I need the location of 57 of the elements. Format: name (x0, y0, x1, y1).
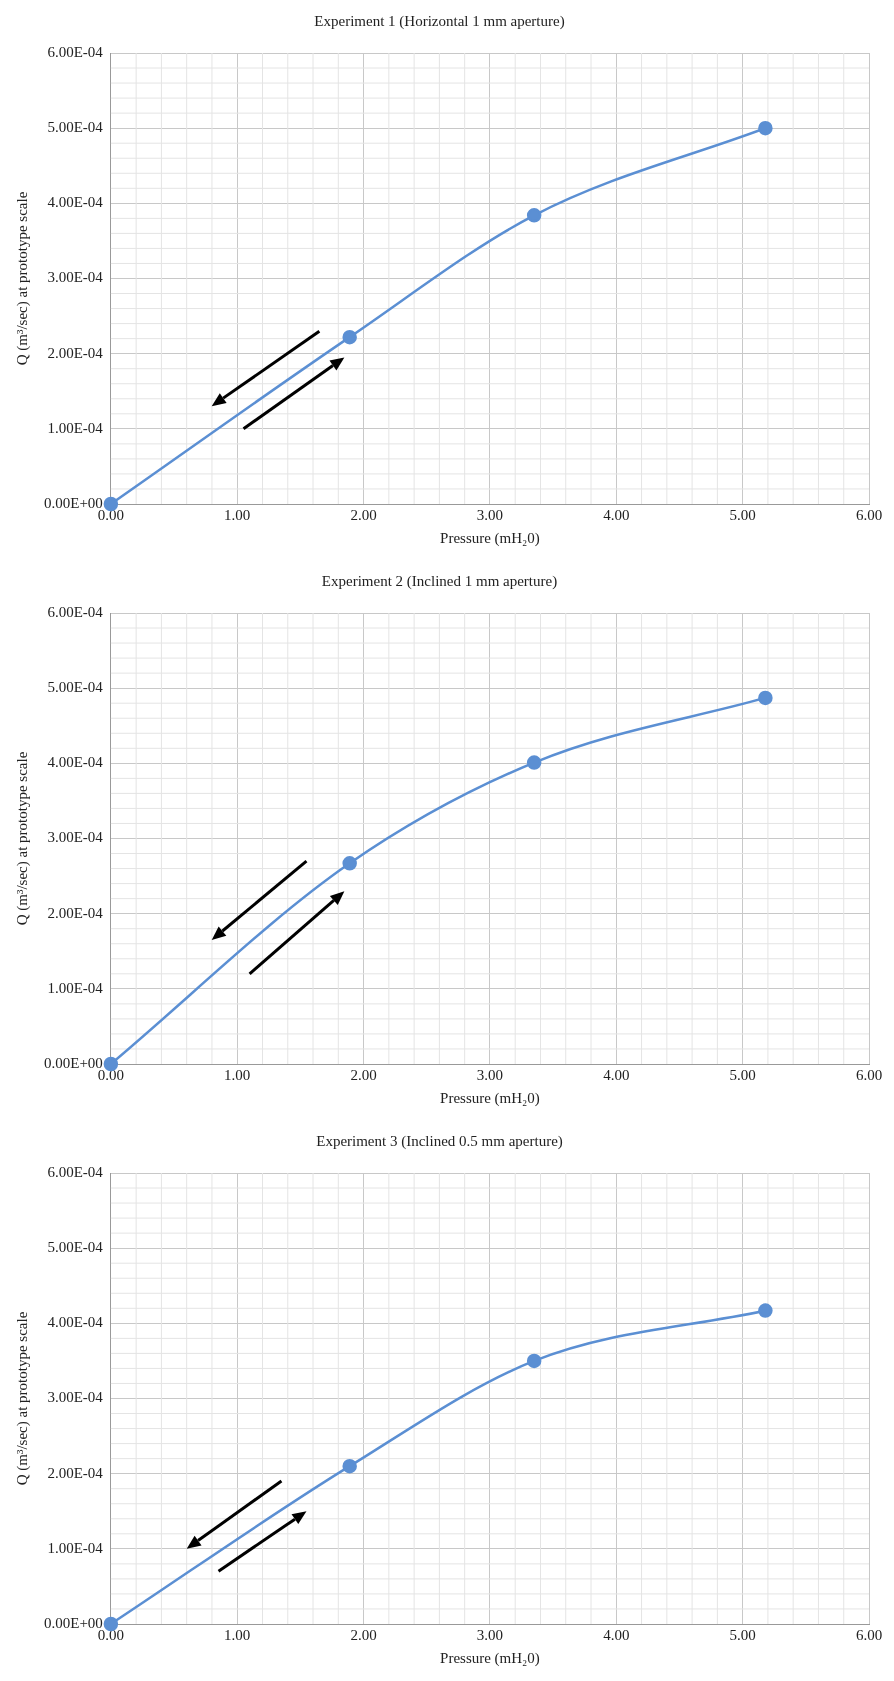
y-axis-title: Q (m³/sec) at prototype scale (13, 751, 31, 926)
point (526, 1353, 542, 1369)
y-tick-label: 0.00E+00 (44, 494, 103, 511)
x-tick-label: 2.00 (350, 1626, 377, 1643)
y-tick-label: 0.00E+00 (44, 1614, 103, 1631)
x-tick-label: 2.00 (350, 1066, 377, 1083)
x-tick-label: 5.00 (729, 506, 756, 523)
x-tick-label: 3.00 (476, 506, 504, 523)
x-tick-label: 4.00 (603, 1626, 630, 1643)
y-tick-label: 3.00E-04 (47, 829, 104, 846)
x-tick-label: 6.00 (855, 1626, 883, 1643)
x-axis-title: Pressure (mH₂0) (440, 529, 540, 547)
point (758, 120, 773, 136)
y-tick-label: 1.00E-04 (47, 979, 104, 996)
y-tick-label: 3.00E-04 (47, 1389, 104, 1406)
point (758, 1303, 773, 1318)
point (342, 1458, 357, 1474)
point (342, 329, 357, 345)
x-tick-label: 6.00 (855, 1066, 883, 1083)
y-tick-label: 2.00E-04 (47, 1464, 104, 1481)
x-tick-label: 5.00 (729, 1626, 756, 1643)
point (342, 856, 357, 871)
y-tick-label: 6.00E-04 (47, 1163, 104, 1180)
y-tick-label: 0.00E+00 (44, 1054, 103, 1071)
point (526, 208, 542, 223)
y-tick-label: 1.00E-04 (47, 419, 104, 436)
y-tick-label: 5.00E-04 (47, 679, 104, 696)
x-tick-label: 2.00 (350, 506, 377, 523)
x-tick-label: 6.00 (855, 506, 883, 523)
x-tick-label: 1.00 (224, 506, 251, 523)
y-tick-label: 5.00E-04 (47, 119, 104, 136)
x-tick-label: 4.00 (603, 506, 630, 523)
y-tick-label: 6.00E-04 (47, 43, 104, 60)
chart-title: Experiment 2 (Inclined 1 mm aperture) (321, 572, 558, 590)
y-tick-label: 4.00E-04 (47, 754, 104, 771)
y-tick-label: 4.00E-04 (47, 194, 104, 211)
y-tick-label: 5.00E-04 (47, 1239, 104, 1256)
x-tick-label: 5.00 (729, 1066, 756, 1083)
y-tick-label: 6.00E-04 (47, 603, 104, 620)
point (758, 690, 773, 706)
x-tick-label: 4.00 (603, 1066, 630, 1083)
point (526, 755, 542, 770)
y-tick-label: 4.00E-04 (47, 1314, 104, 1331)
y-tick-label: 3.00E-04 (47, 269, 104, 286)
x-tick-label: 1.00 (224, 1626, 251, 1643)
chart-title: Experiment 1 (Horizontal 1 mm aperture) (314, 12, 565, 30)
y-tick-label: 1.00E-04 (47, 1539, 104, 1556)
x-tick-label: 3.00 (476, 1066, 504, 1083)
x-tick-label: 1.00 (224, 1066, 251, 1083)
chart-title: Experiment 3 (Inclined 0.5 mm aperture) (316, 1132, 563, 1150)
y-tick-label: 2.00E-04 (47, 344, 104, 361)
x-axis-title: Pressure (mH₂0) (440, 1089, 540, 1107)
x-tick-label: 3.00 (476, 1626, 504, 1643)
x-axis-title: Pressure (mH₂0) (440, 1649, 540, 1667)
y-tick-label: 2.00E-04 (47, 904, 104, 921)
y-axis-title: Q (m³/sec) at prototype scale (13, 191, 31, 366)
y-axis-title: Q (m³/sec) at prototype scale (13, 1311, 31, 1486)
